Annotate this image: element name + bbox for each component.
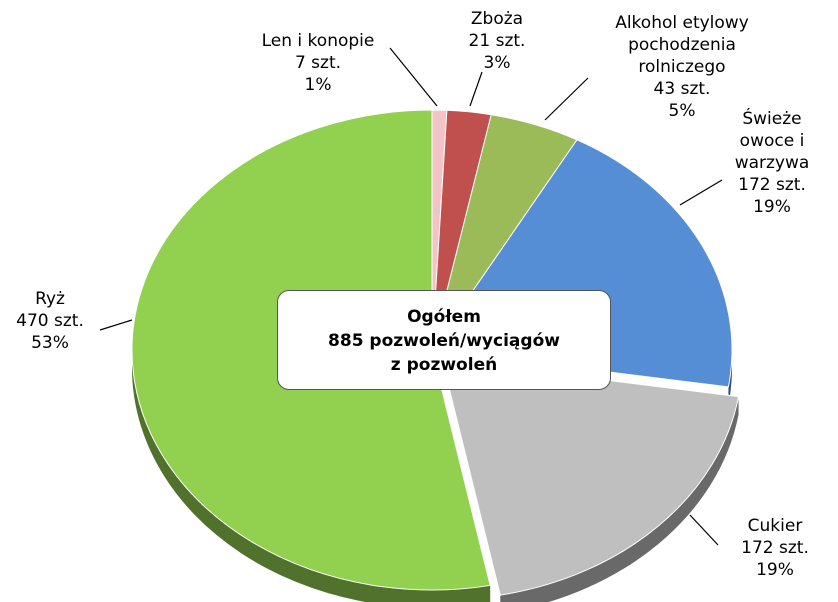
label-name: Zboża: [470, 9, 524, 29]
label-count: 172 szt.: [741, 538, 809, 558]
data-label: Len i konopie 7 szt. 1%: [238, 30, 398, 96]
label-name: Alkohol etylowy pochodzenia rolniczego: [615, 13, 749, 77]
label-percent: 53%: [31, 333, 69, 353]
label-name: Cukier: [747, 516, 803, 536]
leader-line: [469, 71, 483, 107]
slice-side: [132, 350, 491, 602]
label-percent: 19%: [753, 197, 791, 217]
label-count: 7 szt.: [294, 53, 342, 73]
leader-line: [689, 514, 719, 546]
label-count: 172 szt.: [738, 175, 806, 195]
center-text: z pozwoleń: [390, 355, 498, 375]
label-percent: 5%: [668, 101, 696, 121]
label-count: 43 szt.: [653, 79, 711, 99]
label-count: 21 szt.: [468, 31, 526, 51]
data-label: Zboża 21 szt. 3%: [447, 8, 547, 74]
center-box: Ogółem 885 pozwoleń/wyciągów z pozwoleń: [277, 290, 611, 390]
label-percent: 3%: [483, 53, 511, 73]
label-percent: 1%: [304, 75, 332, 95]
label-percent: 19%: [756, 560, 794, 580]
data-label: Świeże owoce i warzywa 172 szt. 19%: [722, 108, 822, 218]
leader-line: [99, 319, 133, 331]
label-name: Świeże owoce i warzywa: [734, 109, 810, 173]
data-label: Cukier 172 szt. 19%: [725, 515, 825, 581]
leader-line: [389, 47, 438, 107]
center-text: Ogółem: [407, 307, 481, 327]
slice-side: [500, 396, 739, 602]
center-text: 885 pozwoleń/wyciągów: [328, 331, 560, 351]
data-label: Ryż 470 szt. 53%: [0, 288, 100, 354]
leader-line: [544, 77, 589, 121]
leader-line: [679, 179, 723, 206]
slice: [441, 359, 740, 596]
label-count: 470 szt.: [16, 311, 84, 331]
data-label: Alkohol etylowy pochodzenia rolniczego 43…: [597, 12, 767, 122]
label-name: Len i konopie: [261, 31, 375, 51]
label-name: Ryż: [35, 289, 65, 309]
